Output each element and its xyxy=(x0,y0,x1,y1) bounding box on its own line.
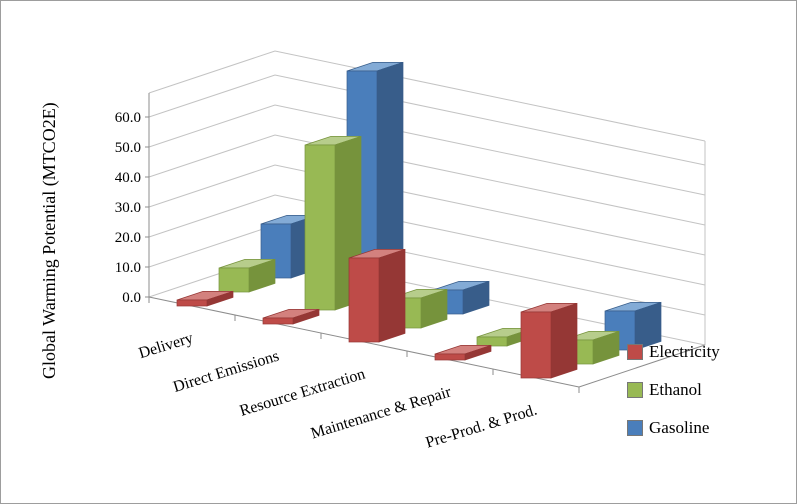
y-tick-label: 0.0 xyxy=(122,290,141,306)
x-category-label: Pre-Prod. & Prod. xyxy=(424,402,539,452)
gridline xyxy=(148,194,706,286)
y-tick-label: 30.0 xyxy=(115,200,141,216)
legend-label: Ethanol xyxy=(649,380,702,399)
legend-swatch xyxy=(627,420,643,436)
x-category-label: Direct Emissions xyxy=(171,348,281,396)
floor-right-edge xyxy=(578,344,706,388)
legend-label: Gasoline xyxy=(649,418,710,437)
gridline xyxy=(148,164,706,256)
gridline xyxy=(148,134,706,226)
legend-label: Electricity xyxy=(649,342,720,361)
bar-electricity-2 xyxy=(348,257,380,343)
bar-side-face xyxy=(550,302,578,379)
y-tick-label: 10.0 xyxy=(115,260,141,276)
wall-top-edge xyxy=(148,50,706,142)
y-axis-title: Global Warming Potential (MTCO2E) xyxy=(39,102,59,380)
bar-electricity-1 xyxy=(262,317,294,325)
bar-electricity-0 xyxy=(176,299,208,307)
bar-electricity-3 xyxy=(434,353,466,361)
x-category-label: Delivery xyxy=(137,330,196,363)
legend: Electricity Ethanol Gasoline xyxy=(627,333,720,447)
bar-ethanol-1 xyxy=(304,144,336,311)
y-tick-label: 20.0 xyxy=(115,230,141,246)
x-category-label: Resource Extraction xyxy=(238,366,367,420)
gridline xyxy=(148,74,706,166)
legend-swatch xyxy=(627,344,643,360)
gridline xyxy=(148,104,706,196)
bar-ethanol-0 xyxy=(218,267,250,293)
bar-side-face xyxy=(378,248,406,343)
y-tick-label: 50.0 xyxy=(115,140,141,156)
legend-item-electricity: Electricity xyxy=(627,333,720,371)
legend-swatch xyxy=(627,382,643,398)
legend-item-gasoline: Gasoline xyxy=(627,409,720,447)
y-tick-label: 60.0 xyxy=(115,110,141,126)
bar-ethanol-3 xyxy=(476,336,508,347)
legend-item-ethanol: Ethanol xyxy=(627,371,720,409)
bar-electricity-4 xyxy=(520,311,552,379)
y-tick-label: 40.0 xyxy=(115,170,141,186)
